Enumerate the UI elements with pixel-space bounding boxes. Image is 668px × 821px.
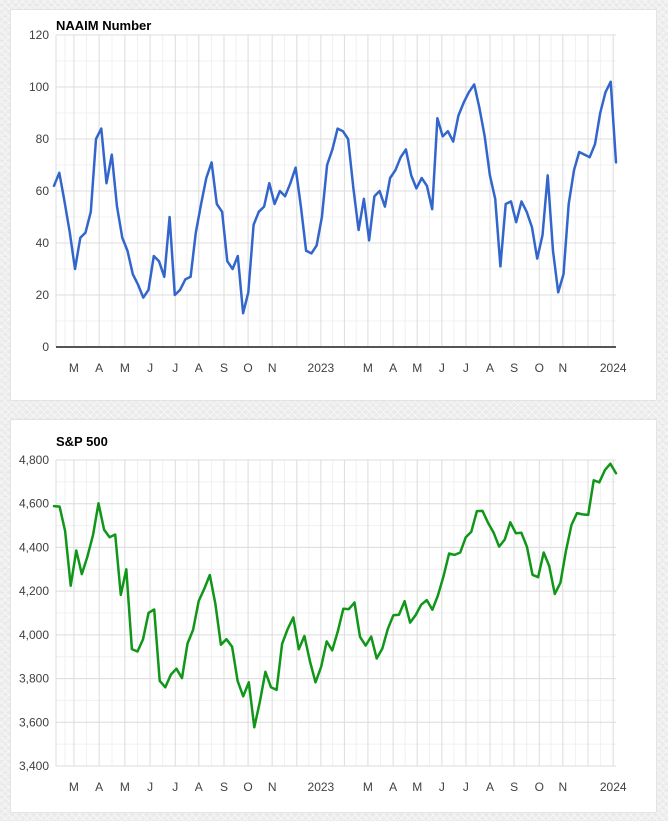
svg-text:S: S bbox=[220, 361, 228, 375]
svg-text:J: J bbox=[439, 780, 445, 794]
svg-text:2024: 2024 bbox=[600, 780, 627, 794]
svg-text:2023: 2023 bbox=[308, 361, 335, 375]
svg-text:M: M bbox=[412, 361, 422, 375]
svg-text:4,400: 4,400 bbox=[19, 540, 49, 554]
svg-text:A: A bbox=[95, 361, 103, 375]
svg-text:M: M bbox=[120, 780, 130, 794]
svg-text:J: J bbox=[439, 361, 445, 375]
svg-text:2023: 2023 bbox=[308, 780, 335, 794]
svg-text:N: N bbox=[558, 780, 567, 794]
svg-text:O: O bbox=[243, 780, 252, 794]
svg-text:0: 0 bbox=[42, 340, 49, 354]
svg-text:S: S bbox=[510, 361, 518, 375]
svg-text:A: A bbox=[195, 780, 203, 794]
svg-text:A: A bbox=[486, 361, 494, 375]
svg-text:M: M bbox=[412, 780, 422, 794]
svg-text:N: N bbox=[268, 361, 277, 375]
svg-text:S: S bbox=[220, 780, 228, 794]
sp500-line-chart: 3,400 3,600 3,800 4,000 4,200 4,400 4,600 4,800… bbox=[19, 453, 627, 794]
svg-text:J: J bbox=[147, 361, 153, 375]
svg-text:M: M bbox=[363, 361, 373, 375]
svg-text:3,600: 3,600 bbox=[19, 715, 49, 729]
svg-text:40: 40 bbox=[36, 236, 50, 250]
svg-text:4,800: 4,800 bbox=[19, 453, 49, 467]
svg-text:A: A bbox=[389, 361, 397, 375]
svg-text:M: M bbox=[69, 361, 79, 375]
svg-text:4,200: 4,200 bbox=[19, 584, 49, 598]
svg-text:A: A bbox=[195, 361, 203, 375]
svg-text:A: A bbox=[389, 780, 397, 794]
svg-text:J: J bbox=[172, 780, 178, 794]
svg-text:J: J bbox=[463, 361, 469, 375]
svg-text:120: 120 bbox=[29, 28, 49, 42]
sp500-chart-card: S&P 500 3,400 3,600 3,800 4,000 4,200 4,400 4,… bbox=[10, 419, 657, 813]
svg-text:J: J bbox=[463, 780, 469, 794]
svg-text:4,600: 4,600 bbox=[19, 497, 49, 511]
svg-text:2024: 2024 bbox=[600, 361, 627, 375]
svg-text:N: N bbox=[558, 361, 567, 375]
svg-text:M: M bbox=[120, 361, 130, 375]
svg-text:A: A bbox=[486, 780, 494, 794]
svg-text:O: O bbox=[243, 361, 252, 375]
svg-text:N: N bbox=[268, 780, 277, 794]
naaim-chart-title: NAAIM Number bbox=[56, 18, 152, 33]
svg-text:J: J bbox=[172, 361, 178, 375]
svg-text:O: O bbox=[535, 780, 544, 794]
naaim-chart-card: NAAIM Number 0 20 40 60 80 100 120 M A M J J A S O N 202… bbox=[10, 9, 657, 401]
svg-text:80: 80 bbox=[36, 132, 50, 146]
svg-text:J: J bbox=[147, 780, 153, 794]
svg-text:4,000: 4,000 bbox=[19, 628, 49, 642]
svg-text:M: M bbox=[363, 780, 373, 794]
svg-text:O: O bbox=[535, 361, 544, 375]
svg-text:S: S bbox=[510, 780, 518, 794]
svg-text:60: 60 bbox=[36, 184, 50, 198]
svg-text:20: 20 bbox=[36, 288, 50, 302]
svg-text:100: 100 bbox=[29, 80, 49, 94]
svg-text:3,400: 3,400 bbox=[19, 759, 49, 773]
svg-text:3,800: 3,800 bbox=[19, 672, 49, 686]
sp500-chart-title: S&P 500 bbox=[56, 434, 108, 449]
svg-text:A: A bbox=[95, 780, 103, 794]
svg-text:M: M bbox=[69, 780, 79, 794]
